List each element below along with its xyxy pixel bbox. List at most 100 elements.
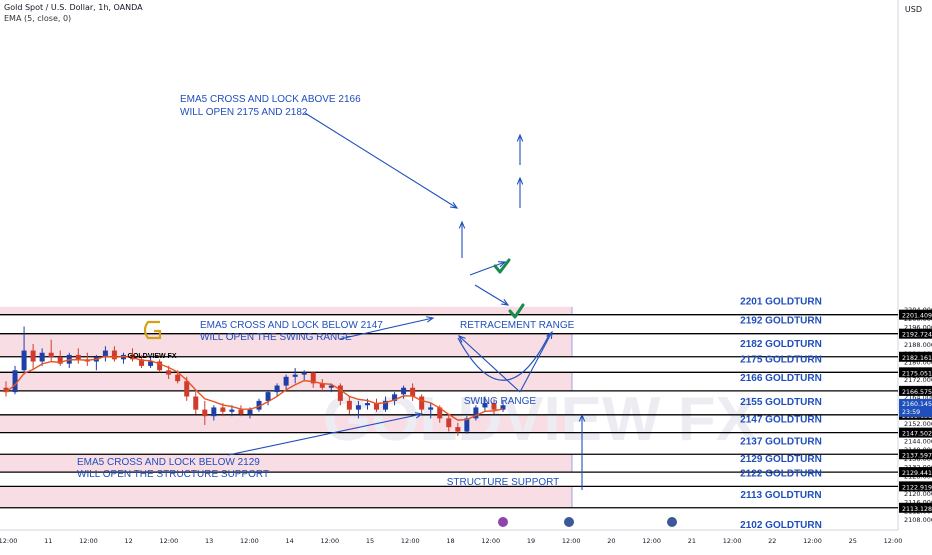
x-tick-label: 12:00 bbox=[481, 537, 500, 545]
event-icon bbox=[667, 517, 677, 527]
candle-body bbox=[401, 387, 407, 395]
x-tick-label: 12:00 bbox=[642, 537, 661, 545]
arrow-head bbox=[458, 220, 466, 229]
x-tick-label: 12:00 bbox=[401, 537, 420, 545]
x-tick-label: 11 bbox=[44, 537, 52, 545]
candle-body bbox=[12, 370, 18, 393]
arrow-line bbox=[458, 335, 521, 393]
x-tick-label: 19 bbox=[527, 537, 535, 545]
candle-body bbox=[220, 407, 226, 412]
annotation-text: STRUCTURE SUPPORT bbox=[447, 477, 560, 488]
candle-body bbox=[148, 361, 154, 366]
candle-body bbox=[473, 407, 479, 419]
candle-body bbox=[283, 376, 289, 386]
ema-line bbox=[5, 355, 504, 421]
candle-body bbox=[111, 350, 117, 360]
candle-body bbox=[337, 385, 343, 401]
candle-body bbox=[373, 403, 379, 410]
event-icon bbox=[498, 517, 508, 527]
candle-body bbox=[211, 407, 217, 417]
price-tag bbox=[899, 481, 932, 492]
goldturn-label: 2113 GOLDTURN bbox=[740, 490, 821, 501]
goldturn-label: 2129 GOLDTURN bbox=[740, 454, 822, 465]
price-tag-label: 2192.724 bbox=[902, 332, 932, 339]
x-tick-label: 12:00 bbox=[79, 537, 98, 545]
goldturn-label: 2182 GOLDTURN bbox=[740, 339, 822, 350]
candle-body bbox=[346, 400, 352, 410]
candle-body bbox=[464, 418, 470, 432]
candle-body bbox=[166, 370, 172, 375]
event-icon bbox=[564, 517, 574, 527]
x-tick-label: 12 bbox=[125, 537, 133, 545]
arrow-head bbox=[546, 330, 553, 340]
candle-body bbox=[175, 374, 181, 382]
annotation-text: EMA5 CROSS AND LOCK ABOVE 2166 bbox=[180, 94, 361, 105]
zone-band bbox=[0, 333, 572, 357]
currency-label: USD bbox=[904, 5, 922, 14]
x-tick-label: 12:00 bbox=[160, 537, 179, 545]
annotation-text: SWING RANGE bbox=[464, 396, 537, 407]
symbol-title: Gold Spot / U.S. Dollar, 1h, OANDA bbox=[4, 3, 143, 12]
y-tick-label: 2152.000 bbox=[904, 420, 932, 428]
candle-body bbox=[364, 403, 370, 406]
y-tick-label: 2188.000 bbox=[904, 341, 932, 349]
candle-body bbox=[3, 387, 9, 393]
candle-body bbox=[383, 400, 389, 410]
annotation-text: EMA5 CROSS AND LOCK BELOW 2129 bbox=[77, 457, 260, 468]
arrow-line bbox=[519, 331, 553, 393]
logo-text: GOLDVIEW FX bbox=[128, 353, 177, 360]
candle-body bbox=[48, 352, 54, 358]
price-tag bbox=[899, 309, 932, 320]
arrow-head bbox=[578, 413, 586, 422]
candle-body bbox=[57, 357, 63, 364]
price-tag-label: 2166.575 bbox=[902, 389, 932, 396]
price-tag-label: 2147.502 bbox=[902, 431, 932, 438]
goldturn-label: 2122 GOLDTURN bbox=[740, 468, 822, 479]
arrow-line bbox=[339, 317, 434, 340]
candle-body bbox=[428, 407, 434, 410]
price-tag-label: 2182.161 bbox=[902, 355, 932, 362]
x-tick-label: 12:00 bbox=[562, 537, 581, 545]
price-tag bbox=[899, 367, 932, 378]
candle-body bbox=[75, 354, 81, 360]
swing-curve bbox=[457, 332, 551, 381]
countdown: 23:59 bbox=[902, 409, 920, 416]
candle-body bbox=[247, 409, 253, 414]
candle-body bbox=[355, 405, 361, 410]
candle-body bbox=[265, 392, 271, 401]
zone-band bbox=[0, 414, 572, 433]
current-price: 2160.145 bbox=[902, 401, 932, 408]
arrow-head bbox=[497, 261, 507, 268]
check-icon bbox=[508, 303, 525, 319]
logo-mark bbox=[143, 320, 162, 340]
x-tick-label: 12:00 bbox=[884, 537, 903, 545]
x-tick-label: 25 bbox=[849, 537, 857, 545]
y-tick-label: 2172.000 bbox=[904, 376, 932, 384]
price-tag bbox=[899, 449, 932, 460]
price-tag-label: 2201.409 bbox=[902, 313, 932, 320]
annotation-text: EMA5 CROSS AND LOCK BELOW 2147 bbox=[200, 320, 383, 331]
price-tag bbox=[899, 502, 932, 513]
price-tag-label: 2129.441 bbox=[902, 470, 932, 477]
candle-body bbox=[39, 352, 45, 362]
x-tick-label: 12:00 bbox=[240, 537, 259, 545]
x-tick-label: 14 bbox=[285, 537, 293, 545]
x-tick-label: 18 bbox=[446, 537, 454, 545]
price-tag-label: 2122.919 bbox=[902, 484, 932, 491]
candle-body bbox=[482, 403, 488, 408]
arrow-head bbox=[450, 201, 459, 209]
price-tag-label: 2137.597 bbox=[902, 452, 932, 459]
x-tick-label: 15 bbox=[366, 537, 374, 545]
annotation-text: WILL OPEN THE SWING RANGE bbox=[200, 332, 352, 343]
candle-body bbox=[157, 361, 163, 371]
price-tag bbox=[899, 467, 932, 478]
candle-body bbox=[30, 350, 36, 362]
price-tag-label: 2175.051 bbox=[902, 370, 932, 377]
annotation-text: RETRACEMENT RANGE bbox=[460, 320, 575, 331]
candle-body bbox=[491, 403, 497, 410]
zone-band bbox=[0, 454, 572, 473]
candle-body bbox=[102, 350, 108, 358]
price-tag-label: 2113.128 bbox=[902, 506, 932, 513]
